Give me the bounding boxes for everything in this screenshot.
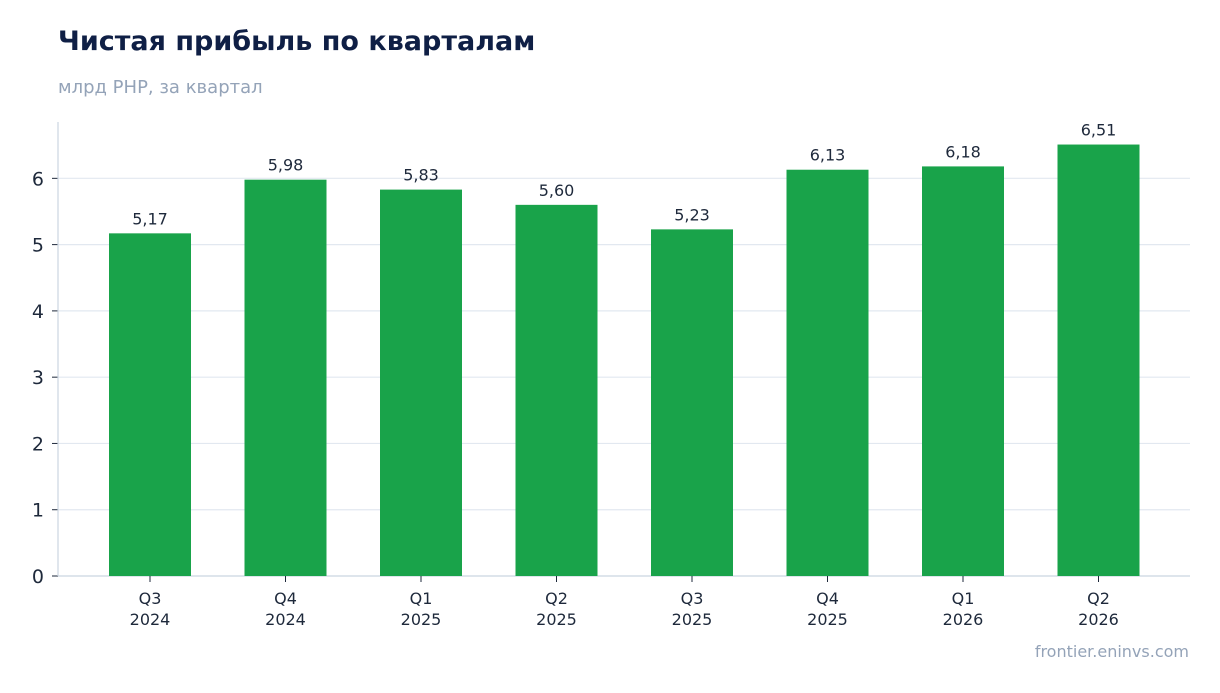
y-tick-label: 5	[32, 235, 44, 257]
x-tick-label: 2024	[130, 610, 171, 629]
x-tick-label: 2026	[1078, 610, 1119, 629]
chart-subtitle: млрд PHP, за квартал	[58, 77, 263, 98]
x-tick-label: Q4	[274, 589, 297, 608]
y-tick-label: 6	[32, 168, 44, 190]
bar-value-label: 5,60	[539, 181, 575, 200]
bar-value-label: 6,51	[1081, 121, 1117, 140]
x-tick-label: 2025	[401, 610, 442, 629]
y-tick-label: 4	[32, 301, 44, 323]
x-tick-label: Q1	[952, 589, 975, 608]
bar	[786, 169, 869, 576]
x-tick-label: Q4	[816, 589, 839, 608]
x-tick-label: 2026	[943, 610, 984, 629]
bar-value-label: 5,98	[268, 156, 304, 175]
bar	[651, 229, 733, 577]
bar-value-label: 5,23	[674, 205, 710, 224]
bar	[109, 233, 191, 576]
x-tick-label: Q3	[681, 589, 704, 608]
bar	[380, 189, 462, 577]
x-tick-label: Q1	[410, 589, 433, 608]
chart-title: Чистая прибыль по кварталам	[58, 26, 536, 57]
bar	[1057, 144, 1140, 576]
bar	[244, 179, 327, 576]
y-tick-label: 3	[32, 367, 44, 389]
y-tick-label: 0	[32, 566, 44, 588]
y-tick-label: 2	[32, 433, 44, 455]
bar	[922, 166, 1004, 577]
y-tick-label: 1	[32, 500, 44, 522]
bar	[515, 204, 598, 576]
x-tick-label: 2025	[672, 610, 713, 629]
x-tick-label: Q3	[139, 589, 162, 608]
bar-value-label: 6,18	[945, 142, 981, 161]
x-tick-label: Q2	[545, 589, 568, 608]
bar-value-label: 5,17	[132, 209, 168, 228]
x-tick-label: 2024	[265, 610, 306, 629]
bar-value-label: 5,83	[403, 166, 439, 185]
source-credit: frontier.eninvs.com	[1034, 642, 1189, 661]
x-tick-label: 2025	[807, 610, 848, 629]
x-tick-label: Q2	[1087, 589, 1110, 608]
x-tick-label: 2025	[536, 610, 577, 629]
bar-value-label: 6,13	[810, 146, 846, 165]
